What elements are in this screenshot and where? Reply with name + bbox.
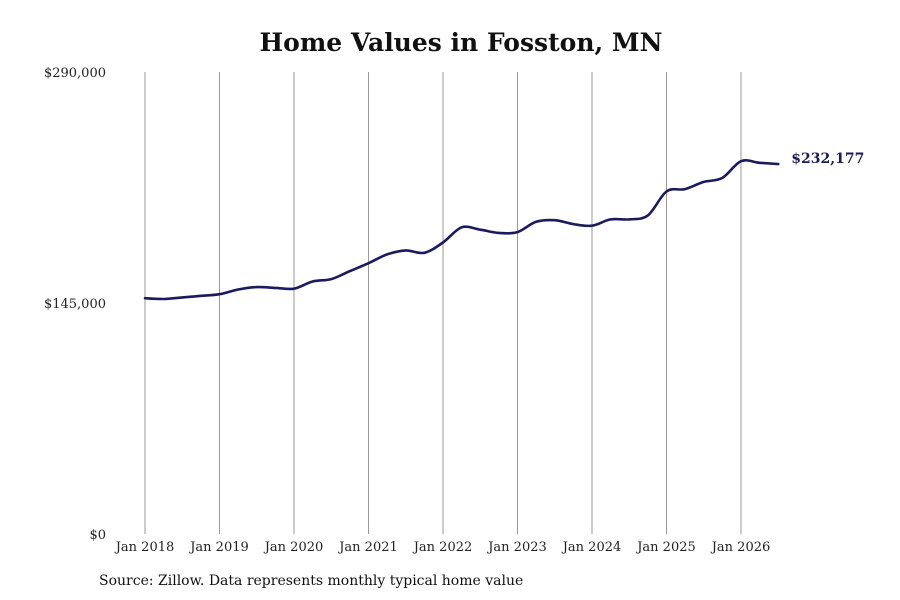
y-tick-label: $145,000 bbox=[44, 297, 106, 312]
y-axis-ticks: $290,000 $145,000 $0 bbox=[44, 66, 106, 543]
series-line-home-value bbox=[143, 159, 780, 301]
x-tick-label: Jan 2018 bbox=[114, 540, 175, 555]
end-value-label: $232,177 bbox=[791, 151, 864, 167]
x-tick-label: Jan 2020 bbox=[263, 540, 324, 555]
x-tick-label: Jan 2024 bbox=[561, 540, 622, 555]
source-note: Source: Zillow. Data represents monthly … bbox=[99, 573, 524, 589]
y-tick-label: $290,000 bbox=[44, 66, 106, 81]
x-tick-label: Jan 2025 bbox=[635, 540, 696, 555]
gridlines bbox=[144, 72, 742, 534]
chart-title: Home Values in Fosston, MN bbox=[259, 28, 663, 57]
x-tick-label: Jan 2022 bbox=[412, 540, 473, 555]
x-axis-ticks: Jan 2018 Jan 2019 Jan 2020 Jan 2021 Jan 2022… bbox=[114, 540, 771, 555]
x-tick-label: Jan 2023 bbox=[486, 540, 547, 555]
x-tick-label: Jan 2019 bbox=[188, 540, 249, 555]
y-tick-label: $0 bbox=[89, 528, 106, 543]
x-tick-label: Jan 2026 bbox=[710, 540, 771, 555]
x-tick-label: Jan 2021 bbox=[337, 540, 398, 555]
